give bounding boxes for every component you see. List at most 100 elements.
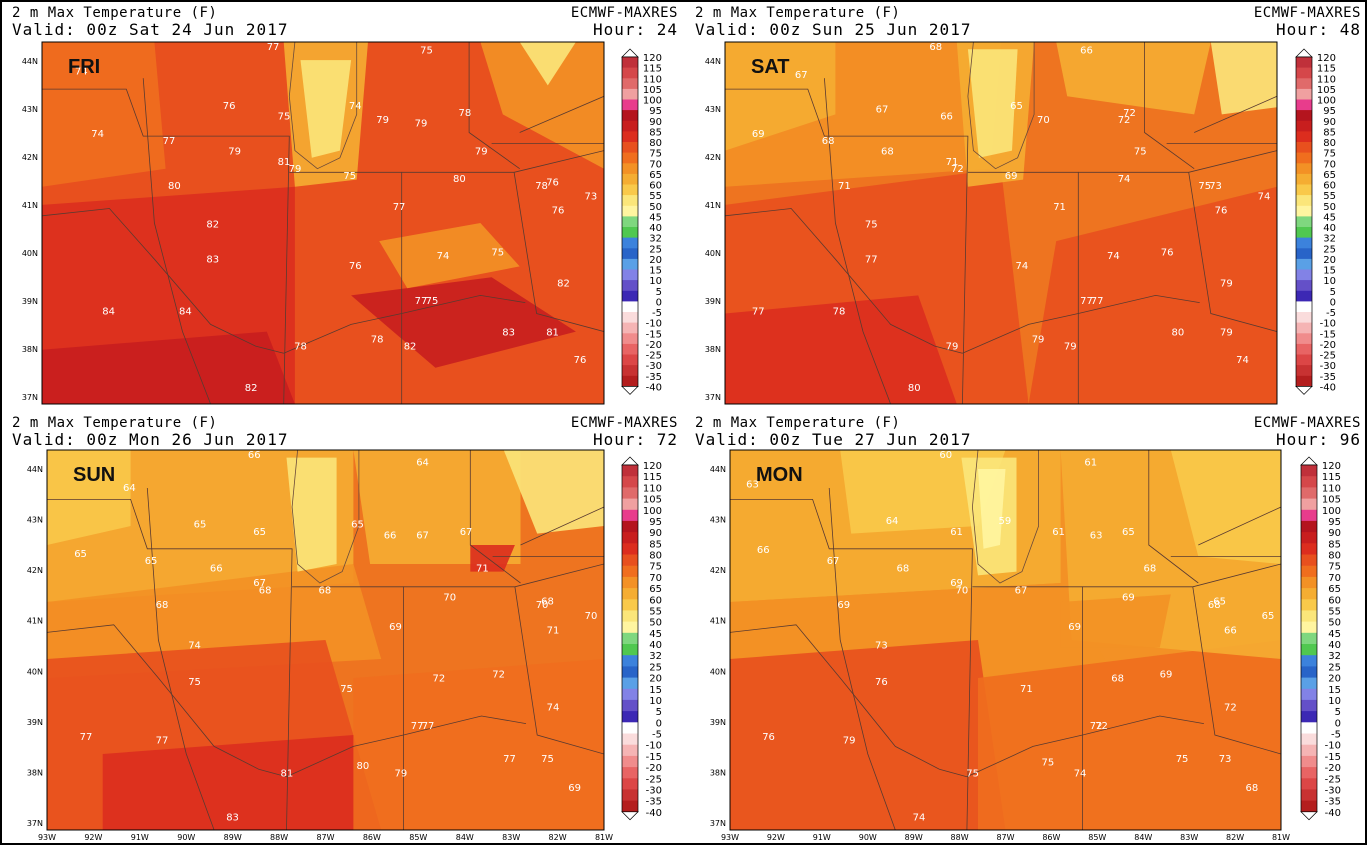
temperature-value: 68	[1144, 564, 1157, 575]
colorbar-level-label: 100	[1322, 506, 1341, 517]
panel-forecast-hour: Hour: 72	[593, 430, 678, 449]
temperature-value: 60	[939, 450, 952, 461]
temperature-contour	[725, 42, 836, 151]
temperature-value: 75	[343, 171, 356, 182]
temperature-value: 72	[1095, 721, 1108, 732]
colorbar-level-label: 0	[1335, 718, 1341, 729]
colorbar-swatch	[622, 711, 638, 723]
temperature-contour	[978, 640, 1281, 830]
colorbar-swatch	[622, 778, 638, 790]
temperature-value: 65	[194, 520, 207, 531]
temperature-contour	[1060, 594, 1171, 648]
colorbar-swatch	[1301, 610, 1317, 622]
temperature-contour	[1210, 42, 1277, 115]
temperature-colorbar: 1201151101051009590858075706560555045403…	[1295, 48, 1336, 395]
colorbar-swatch	[1296, 173, 1312, 185]
colorbar-swatch	[622, 699, 638, 712]
colorbar-level-label: 115	[643, 64, 662, 75]
temperature-value: 68	[897, 564, 910, 575]
state-border	[42, 208, 284, 354]
colorbar-level-label: -40	[646, 808, 662, 819]
latitude-label: 37N	[22, 393, 38, 402]
latitude-label: 38N	[22, 345, 38, 354]
colorbar-level-label: 10	[1323, 276, 1336, 287]
latitude-label: 43N	[27, 516, 43, 525]
temperature-value: 65	[351, 520, 364, 531]
colorbar-level-label: 85	[649, 539, 662, 550]
colorbar-level-label: 50	[1323, 202, 1336, 213]
lake-michigan-outline	[971, 450, 1039, 584]
state-border	[725, 88, 969, 404]
temperature-value: 71	[1053, 202, 1066, 213]
colorbar-swatch	[1301, 588, 1317, 600]
colorbar-level-label: -20	[1320, 340, 1336, 351]
colorbar-level-label: 120	[643, 461, 662, 472]
latitude-label: 43N	[710, 516, 726, 525]
colorbar-swatch	[622, 131, 638, 143]
temperature-value: 67	[876, 105, 889, 116]
colorbar-level-label: 110	[1322, 483, 1341, 494]
colorbar-level-label: 20	[1328, 674, 1341, 685]
colorbar-swatch	[1296, 301, 1312, 313]
colorbar-level-label: 80	[649, 138, 662, 149]
latitude-label: 41N	[27, 617, 43, 626]
colorbar-level-label: 120	[643, 53, 662, 64]
colorbar-level-label: 100	[643, 96, 662, 107]
colorbar-level-label: -30	[1325, 785, 1341, 796]
state-border	[469, 450, 521, 584]
colorbar-level-label: 10	[649, 276, 662, 287]
latitude-label: 44N	[22, 57, 38, 66]
latitude-label: 37N	[705, 393, 721, 402]
colorbar-level-label: 110	[643, 74, 662, 85]
state-border	[514, 586, 604, 755]
temperature-value: 64	[886, 516, 899, 527]
temperature-contour	[300, 60, 352, 158]
latitude-label: 41N	[710, 617, 726, 626]
colorbar-swatch	[1296, 354, 1312, 366]
temperature-value: 82	[404, 341, 417, 352]
latitude-label: 43N	[22, 105, 38, 114]
map-frame	[46, 449, 605, 831]
colorbar-level-label: 40	[1328, 640, 1341, 651]
latitude-label: 42N	[710, 566, 726, 575]
temperature-contour	[1170, 450, 1281, 564]
temperature-value: 68	[319, 585, 332, 596]
state-border	[1144, 42, 1195, 170]
temperature-value: 72	[492, 670, 505, 681]
colorbar-swatch	[1296, 205, 1312, 217]
colorbar-bottom-arrow	[621, 811, 639, 821]
temperature-value: 73	[585, 192, 598, 203]
colorbar-swatch	[622, 333, 638, 345]
panel-model: ECMWF-MAXRES	[1254, 5, 1361, 21]
temperature-contour	[42, 331, 295, 404]
temperature-value: 79	[1032, 334, 1045, 345]
temperature-value: 75	[491, 247, 504, 258]
colorbar-level-label: -10	[1320, 319, 1336, 330]
colorbar-swatch	[1296, 99, 1312, 111]
colorbar-level-label: 115	[1322, 472, 1341, 483]
temperature-value: 71	[476, 564, 489, 575]
temperature-value: 77	[80, 732, 93, 743]
colorbar-level-label: 45	[1328, 629, 1341, 640]
colorbar-swatch	[1301, 744, 1317, 757]
temperature-value: 66	[210, 564, 223, 575]
colorbar-bottom-arrow	[621, 386, 639, 395]
colorbar-level-label: 85	[1328, 539, 1341, 550]
colorbar-swatch	[622, 280, 638, 292]
temperature-value: 84	[179, 307, 192, 318]
colorbar-level-label: 95	[649, 517, 662, 528]
colorbar-swatch	[622, 644, 638, 656]
colorbar-swatch	[622, 354, 638, 366]
colorbar-level-label: 5	[656, 707, 662, 718]
colorbar-swatch	[1296, 343, 1312, 355]
colorbar-swatch	[1296, 131, 1312, 143]
longitude-label: 85W	[1088, 833, 1106, 842]
temperature-value: 67	[827, 556, 840, 567]
colorbar-swatch	[622, 554, 638, 567]
colorbar-swatch	[1301, 465, 1317, 477]
temperature-value: 80	[1172, 327, 1185, 338]
longitude-label: 87W	[996, 833, 1014, 842]
temperature-value: 74	[349, 101, 362, 112]
temperature-value: 79	[1220, 279, 1233, 290]
colorbar-swatch	[1301, 677, 1317, 690]
